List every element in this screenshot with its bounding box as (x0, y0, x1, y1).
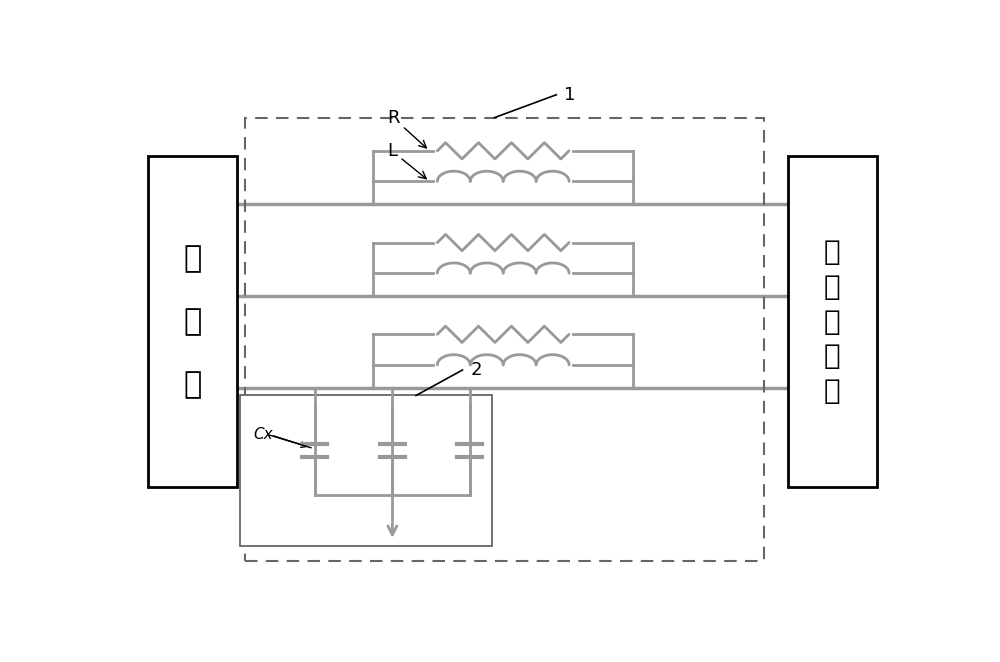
FancyBboxPatch shape (148, 156, 237, 487)
Text: L: L (387, 142, 426, 179)
Text: R: R (387, 109, 426, 148)
Text: 机
侧
整
流
器: 机 侧 整 流 器 (824, 238, 840, 404)
FancyBboxPatch shape (788, 156, 877, 487)
FancyBboxPatch shape (240, 395, 492, 546)
Text: Cx: Cx (254, 428, 273, 442)
Text: 1: 1 (564, 86, 575, 104)
Text: 发

电

机: 发 电 机 (184, 244, 202, 399)
Text: 2: 2 (470, 361, 482, 379)
